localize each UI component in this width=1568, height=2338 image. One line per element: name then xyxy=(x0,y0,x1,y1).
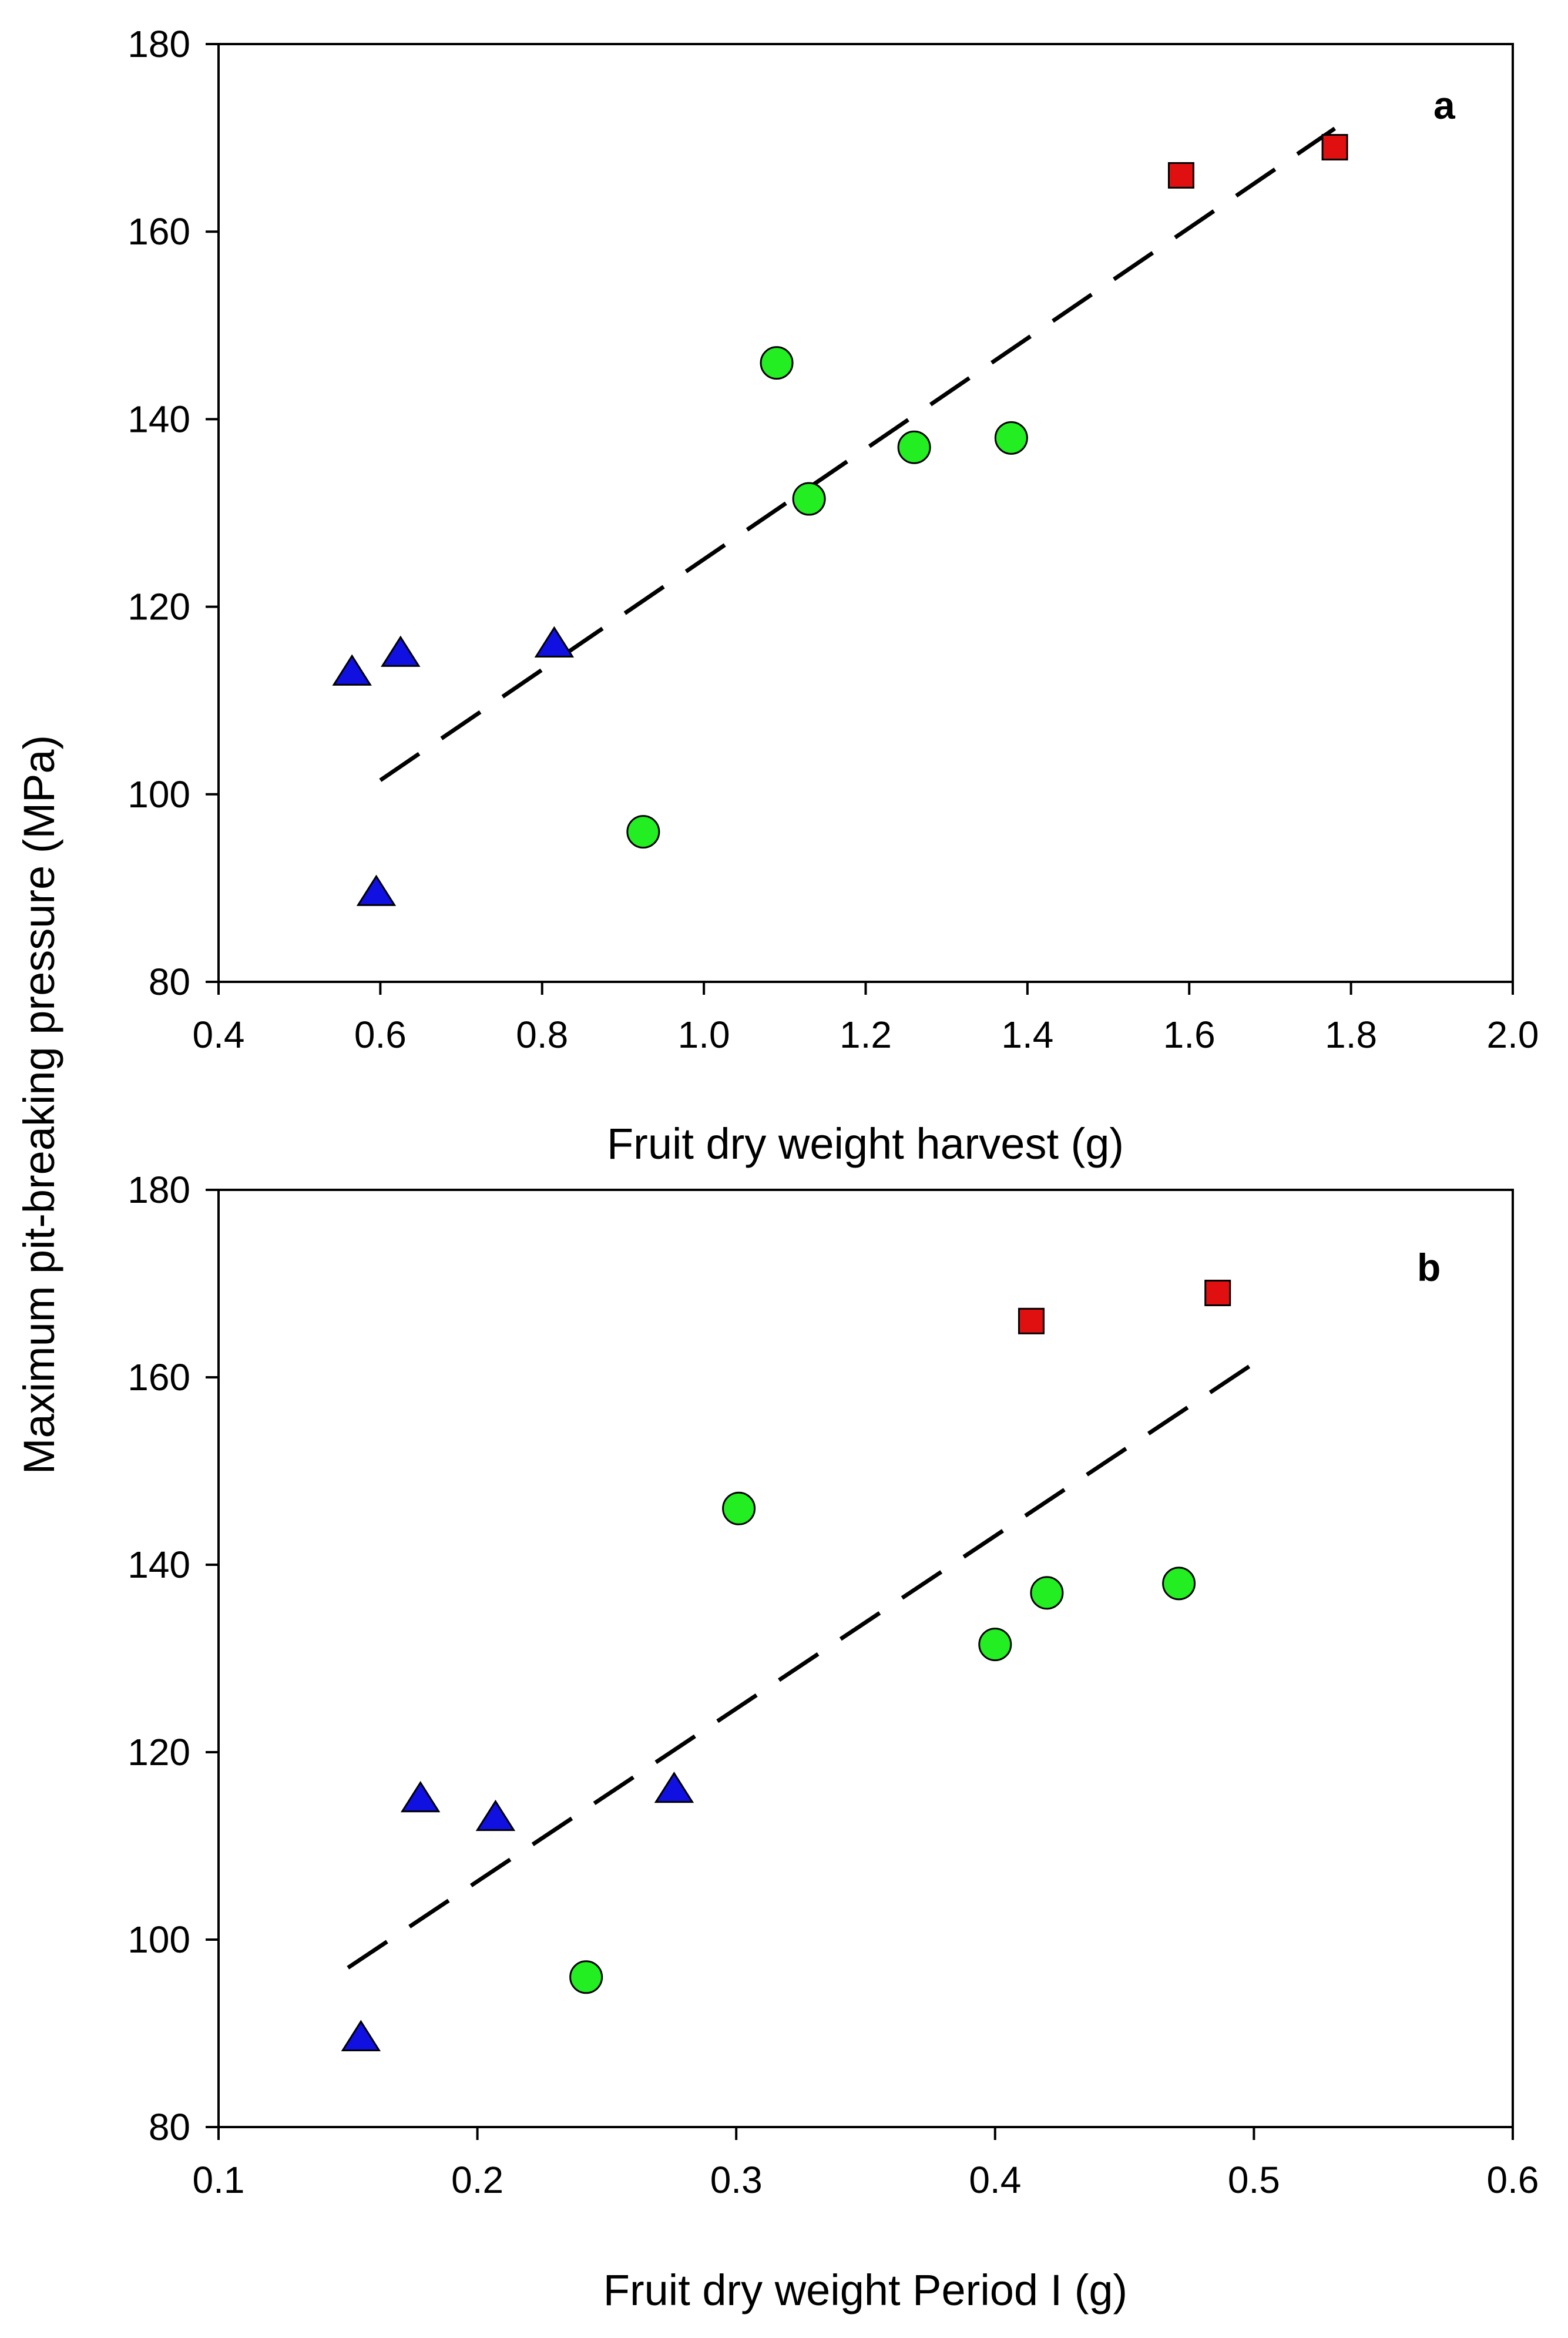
panel-a-blue-triangle-point xyxy=(356,874,397,906)
panel-a-data-points xyxy=(332,134,1348,906)
panel-a-y-tick-label: 140 xyxy=(127,398,190,440)
panel-b-data-points xyxy=(341,1279,1231,2051)
panel-b-y-tick-label: 140 xyxy=(127,1544,190,1586)
panel-a-x-tick-label: 1.0 xyxy=(678,1014,730,1056)
panel-a-y-tick-label: 80 xyxy=(149,961,190,1003)
panel-b-ticks: 0.1 0.2 0.3 0.4 0.5 0.6 80 100 120 140 160 180 xyxy=(127,1169,1539,2201)
panel-b-x-tick-label: 0.6 xyxy=(1487,2159,1539,2201)
panel-a-x-tick-label: 1.4 xyxy=(1001,1014,1053,1056)
panel-a-x-tick-label: 0.6 xyxy=(354,1014,407,1056)
panel-b-y-tick-label: 120 xyxy=(127,1731,190,1773)
panel-a-ticks: 0.4 0.6 0.8 1.0 1.2 1.4 1.6 1.8 2.0 80 100 120 140 16… xyxy=(127,23,1539,1056)
panel-b-x-tick-label: 0.1 xyxy=(193,2159,245,2201)
panel-b-x-tick-label: 0.4 xyxy=(969,2159,1021,2201)
panel-a-regression-group xyxy=(379,126,1337,782)
panel-b-blue-triangle-point xyxy=(654,1771,694,1803)
panel-b-x-axis-title: Fruit dry weight Period I (g) xyxy=(603,2266,1127,2314)
panel-a-x-axis-title: Fruit dry weight harvest (g) xyxy=(607,1119,1124,1168)
panel-b-green-circle-point xyxy=(1162,1567,1196,1601)
panel-b-blue-triangle-point xyxy=(475,1799,516,1832)
panel-a-green-circle-point xyxy=(897,430,931,464)
panel-b-x-tick-label: 0.5 xyxy=(1228,2159,1280,2201)
panel-b-green-circle-point xyxy=(978,1628,1012,1662)
panel-b-y-tick-label: 100 xyxy=(127,1918,190,1961)
panel-b-red-square-point xyxy=(1018,1307,1045,1334)
panel-a-red-square-point xyxy=(1321,134,1348,161)
panel-b-label: b xyxy=(1417,1246,1441,1289)
panel-a-x-tick-label: 0.4 xyxy=(193,1014,245,1056)
panel-a-green-circle-point xyxy=(994,421,1028,455)
shared-y-axis-title: Maximum pit-breaking pressure (MPa) xyxy=(15,735,63,1474)
panel-a-label: a xyxy=(1433,83,1456,127)
panel-b-y-tick-label: 80 xyxy=(149,2106,190,2148)
panel-a-blue-triangle-point xyxy=(332,654,372,686)
panel-a-x-tick-label: 0.8 xyxy=(516,1014,568,1056)
panel-a-x-tick-label: 2.0 xyxy=(1487,1014,1539,1056)
panel-b-green-circle-point xyxy=(569,1960,603,1994)
panel-a-green-circle-point xyxy=(760,346,794,380)
panel-b-blue-triangle-point xyxy=(400,1780,441,1813)
panel-b-regression-group xyxy=(347,1361,1255,1970)
panel-b-y-tick-label: 180 xyxy=(127,1169,190,1211)
panel-b-blue-triangle-point xyxy=(341,2020,381,2051)
panel-b-x-tick-label: 0.3 xyxy=(710,2159,763,2201)
panel-b-y-tick-label: 160 xyxy=(127,1356,190,1398)
panel-a-green-circle-point xyxy=(626,815,660,849)
panel-a-x-tick-label: 1.8 xyxy=(1325,1014,1377,1056)
panel-a-blue-triangle-point xyxy=(381,635,421,667)
panel-b-plot-frame xyxy=(217,1189,1514,2128)
panel-b-regression-line xyxy=(347,1361,1255,1970)
panel-a-regression-line xyxy=(379,126,1337,782)
panel-a-x-tick-label: 1.6 xyxy=(1163,1014,1216,1056)
panel-a-y-tick-label: 120 xyxy=(127,586,190,628)
panel-b: 0.1 0.2 0.3 0.4 0.5 0.6 80 100 120 140 160 180 b Fr… xyxy=(127,1169,1539,2314)
panel-a: 0.4 0.6 0.8 1.0 1.2 1.4 1.6 1.8 2.0 80 100 120 140 16… xyxy=(127,23,1539,1168)
panel-a-y-tick-label: 100 xyxy=(127,773,190,816)
panel-a-y-tick-label: 180 xyxy=(127,23,190,65)
panel-b-green-circle-point xyxy=(722,1491,756,1525)
panel-b-red-square-point xyxy=(1204,1279,1231,1306)
panel-a-x-tick-label: 1.2 xyxy=(840,1014,892,1056)
panel-b-green-circle-point xyxy=(1030,1576,1064,1610)
panel-a-y-tick-label: 160 xyxy=(127,210,190,253)
panel-a-red-square-point xyxy=(1167,162,1194,189)
panel-a-blue-triangle-point xyxy=(534,626,575,658)
panel-a-green-circle-point xyxy=(792,482,826,516)
panel-b-x-tick-label: 0.2 xyxy=(451,2159,503,2201)
